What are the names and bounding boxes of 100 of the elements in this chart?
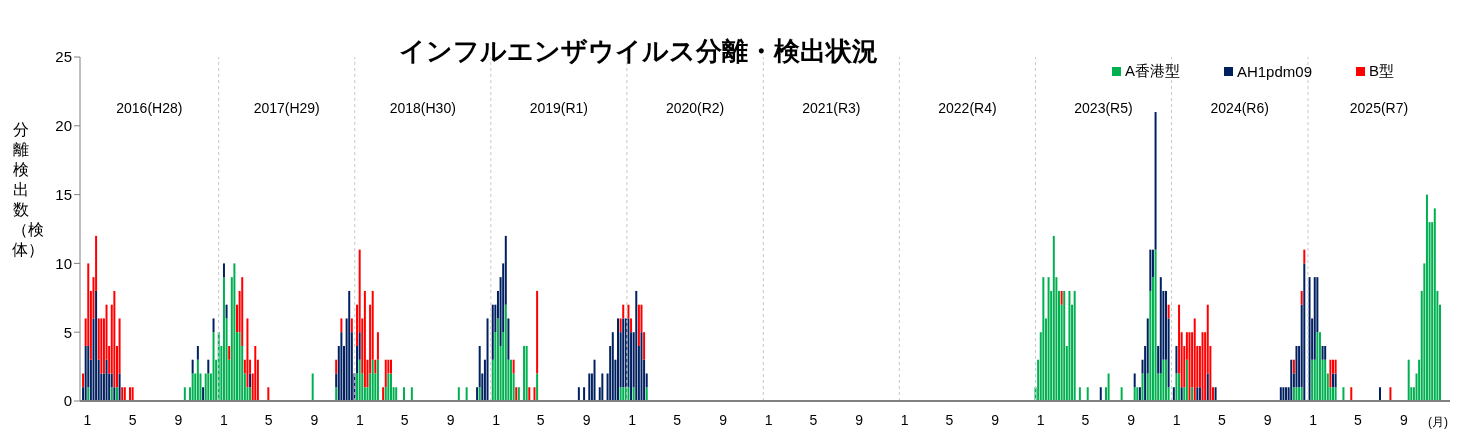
y-tick-label: 5 <box>63 323 72 341</box>
bar <box>1206 373 1209 401</box>
bar <box>1303 249 1306 264</box>
bar <box>491 304 494 360</box>
bar <box>196 359 199 401</box>
x-tick-label: 9 <box>991 411 1000 428</box>
bar <box>632 387 635 401</box>
bar <box>1175 373 1178 401</box>
bar <box>583 387 586 401</box>
bar <box>611 332 614 401</box>
y-axis-title: 分離検出数（検体） <box>12 120 44 260</box>
bar <box>1295 387 1298 401</box>
bar <box>1378 387 1381 401</box>
legend-label: A香港型 <box>1124 62 1180 81</box>
bar <box>465 387 468 401</box>
annotation: 2021(R3) <box>802 99 861 116</box>
bar <box>376 332 379 360</box>
x-tick-label: 5 <box>1081 411 1090 428</box>
x-tick-label: 1 <box>220 411 228 428</box>
bar <box>1407 359 1410 401</box>
bar <box>593 359 596 401</box>
bar <box>249 387 252 401</box>
bar <box>1154 112 1157 250</box>
bar <box>1133 387 1136 401</box>
bar <box>340 318 343 333</box>
bar <box>196 345 199 360</box>
bar <box>202 387 205 401</box>
y-tick-label: 10 <box>55 254 72 272</box>
legend-label: AH1pdm09 <box>1236 63 1312 80</box>
bar <box>358 359 361 401</box>
bar <box>95 290 98 401</box>
bar <box>528 387 531 401</box>
bar <box>1185 359 1188 401</box>
y-tick-label: 0 <box>63 392 72 410</box>
x-tick-label: 5 <box>945 411 954 428</box>
bar <box>1313 277 1316 360</box>
x-tick-label: 1 <box>1309 411 1318 428</box>
x-tick-label: 9 <box>855 411 864 428</box>
y-tick-label: 15 <box>55 185 72 203</box>
bar <box>1141 373 1144 401</box>
bar <box>640 332 643 401</box>
bar <box>249 373 252 388</box>
x-tick-label: 9 <box>582 411 591 428</box>
bar <box>1321 345 1324 360</box>
x-tick-label: 1 <box>628 411 637 428</box>
bar <box>1107 373 1110 401</box>
bar <box>371 359 374 401</box>
x-tick-label: 5 <box>673 411 682 428</box>
legend-label: B型 <box>1368 62 1394 81</box>
x-tick-label: 5 <box>1217 411 1226 428</box>
bar <box>1099 387 1102 401</box>
bar <box>1342 387 1345 401</box>
annotation: 2017(H29) <box>253 99 320 116</box>
x-tick-label: 5 <box>264 411 273 428</box>
x-tick-label: 9 <box>1399 411 1408 428</box>
bar <box>1329 359 1332 388</box>
x-tick-label: 9 <box>310 411 319 428</box>
x-tick-label: 1 <box>1036 411 1045 428</box>
bar <box>496 318 499 401</box>
bar <box>118 373 121 401</box>
bar <box>533 387 536 401</box>
bar <box>1073 290 1076 401</box>
bar <box>645 387 648 401</box>
bar <box>512 359 515 374</box>
x-tick-label: 9 <box>446 411 455 428</box>
bar <box>1324 345 1327 360</box>
bar <box>1292 359 1295 374</box>
bar <box>1162 359 1165 401</box>
bar <box>1193 318 1196 401</box>
bar <box>1052 235 1055 401</box>
bar <box>222 277 225 401</box>
bar <box>1172 387 1175 401</box>
annotation: 2018(H30) <box>389 99 456 116</box>
bar <box>630 318 633 333</box>
bar <box>335 387 338 401</box>
bar <box>1188 332 1191 401</box>
bar <box>619 318 622 333</box>
bar <box>1292 387 1295 401</box>
bar <box>246 318 249 388</box>
bar <box>395 387 398 401</box>
x-tick-label: 9 <box>1127 411 1136 428</box>
bar <box>1120 387 1123 401</box>
bar <box>335 359 338 374</box>
bar <box>1201 332 1204 401</box>
bar <box>1047 277 1050 401</box>
bar <box>105 359 108 401</box>
bar <box>233 263 236 401</box>
bar <box>225 304 228 319</box>
bar <box>350 318 353 333</box>
bar <box>1425 194 1428 401</box>
bar <box>1308 277 1311 401</box>
bar <box>1175 345 1178 374</box>
bar <box>403 387 406 401</box>
bar <box>1303 263 1306 401</box>
x-tick-label: 9 <box>719 411 728 428</box>
bar <box>536 373 539 401</box>
annotation: 2019(R1) <box>529 99 589 116</box>
bar <box>1042 277 1045 401</box>
annotation: 2022(R4) <box>938 99 997 116</box>
bar <box>601 373 604 401</box>
